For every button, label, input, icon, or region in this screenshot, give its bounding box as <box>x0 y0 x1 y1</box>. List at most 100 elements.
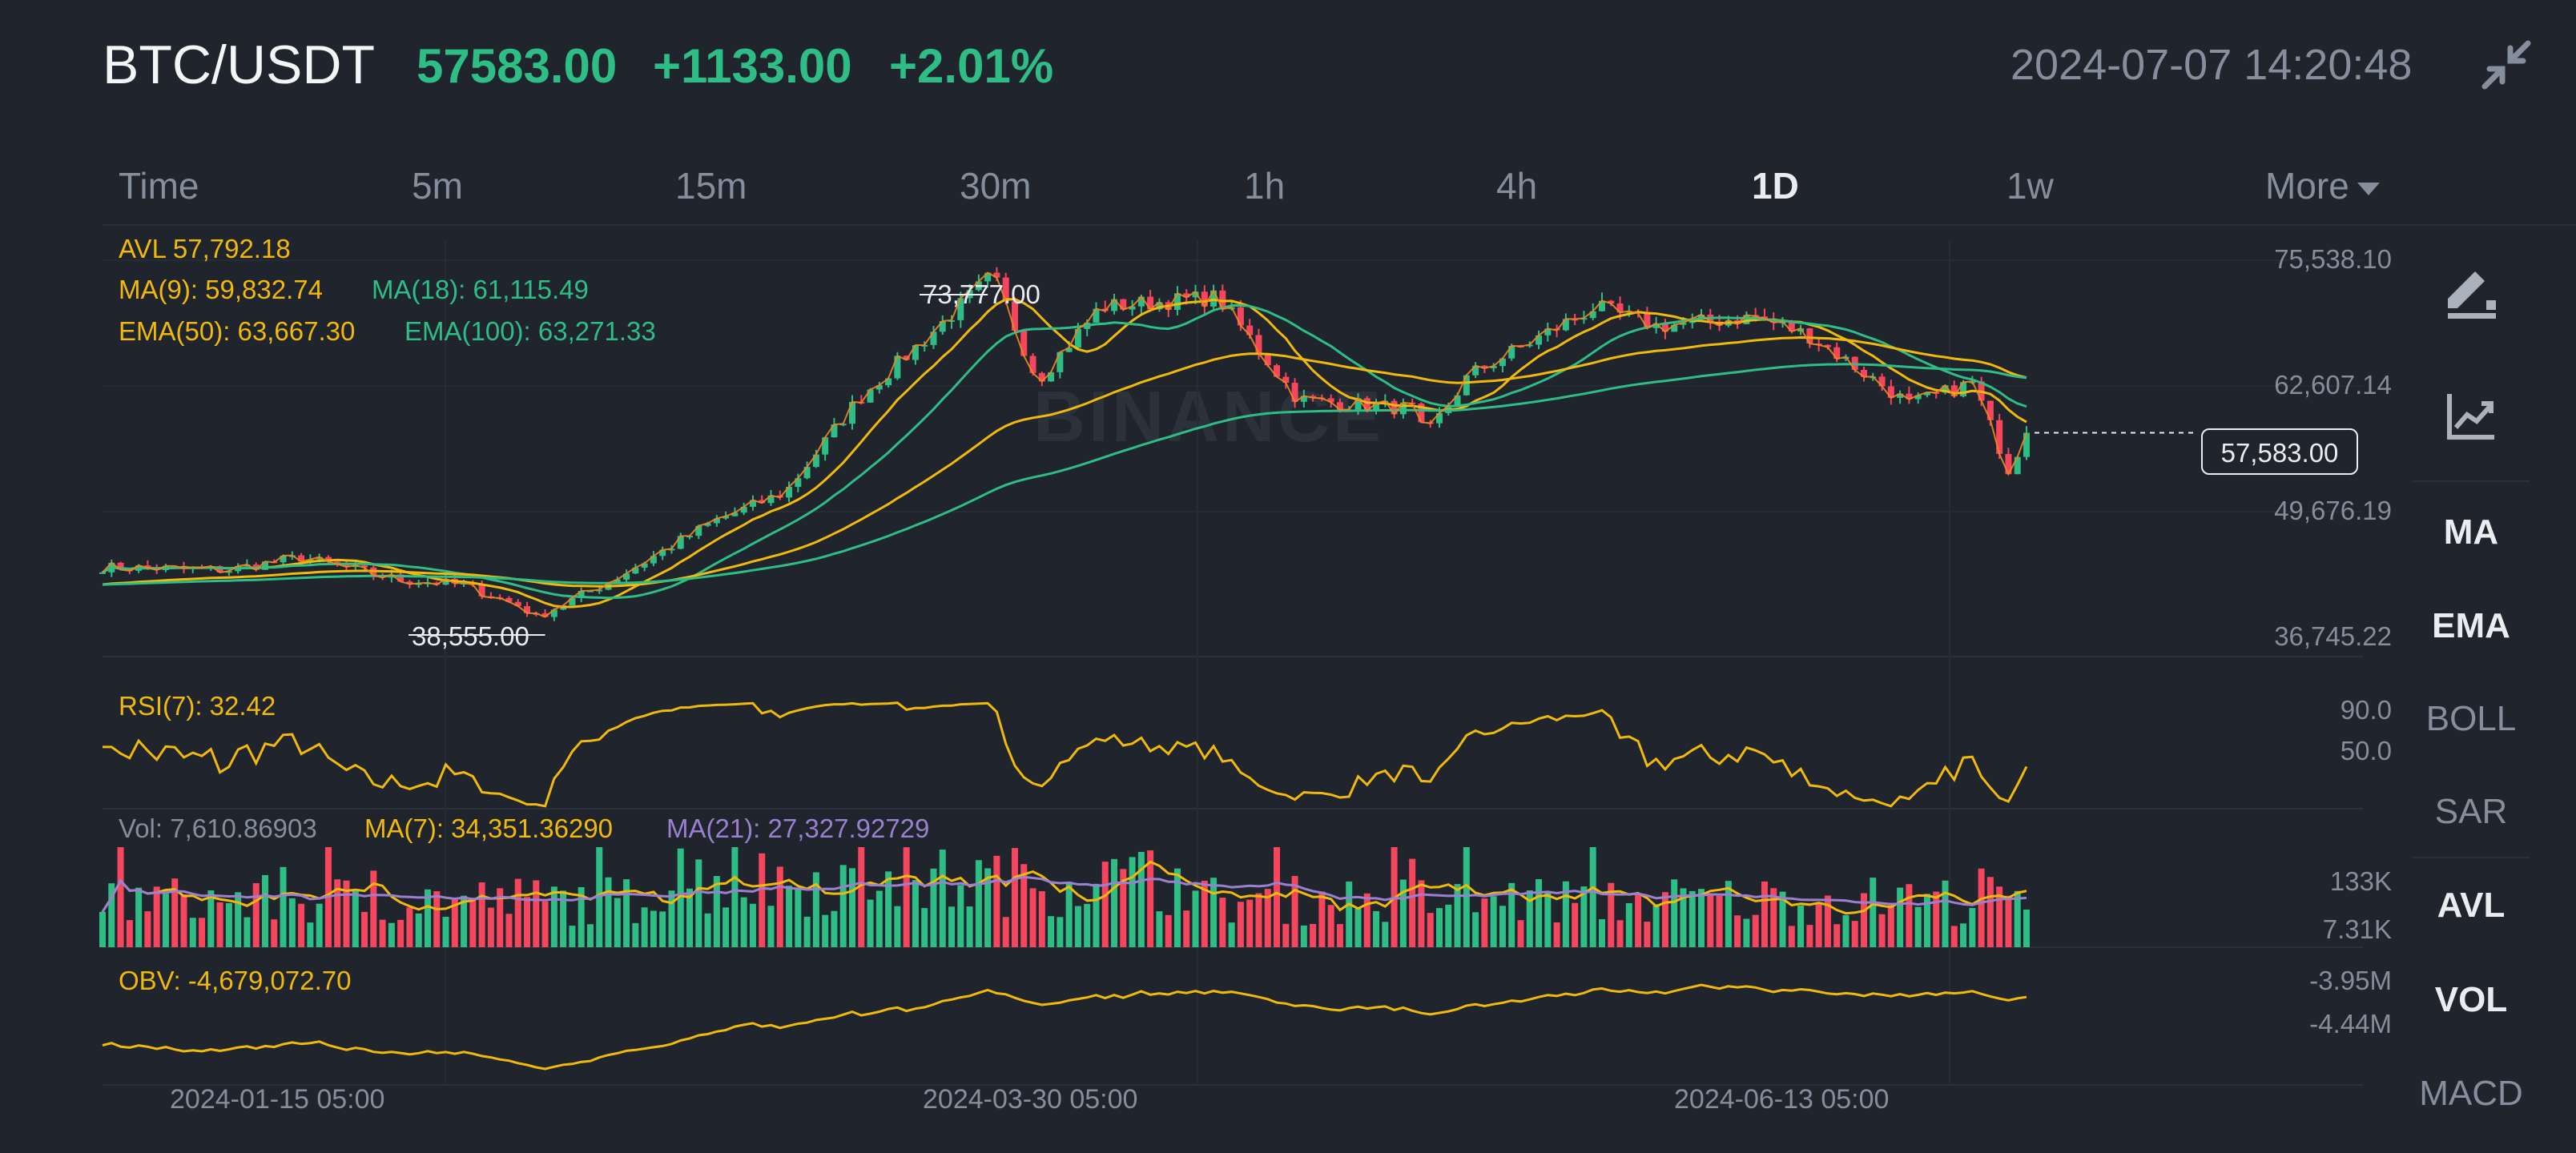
tab-1w[interactable]: 1w <box>2006 165 2054 207</box>
volume-bar <box>1580 886 1588 947</box>
volume-bar <box>1481 898 1488 947</box>
candle-body <box>524 605 531 613</box>
candle-body <box>1996 420 2003 454</box>
volume-bar <box>1978 868 1985 947</box>
volume-bar <box>1020 864 1028 947</box>
volume-bar <box>894 906 901 947</box>
toolbar-avl[interactable]: AVL <box>2437 886 2506 925</box>
volume-bar <box>1002 917 1009 947</box>
tab-15m[interactable]: 15m <box>675 165 747 207</box>
candle-body <box>1246 325 1254 335</box>
volume-bar <box>541 901 549 947</box>
candle-body <box>1219 290 1226 310</box>
pair-title[interactable]: BTC/USDT <box>103 34 375 95</box>
toolbar-boll[interactable]: BOLL <box>2425 699 2517 738</box>
candle-body <box>984 272 992 282</box>
candle-body <box>759 500 766 504</box>
volume-bar <box>1707 893 1714 947</box>
volume-bar <box>433 891 441 947</box>
volume-bar <box>1842 914 1849 947</box>
volume-bar <box>216 902 223 947</box>
tab-5m[interactable]: 5m <box>412 165 463 207</box>
candle-body <box>1887 386 1894 398</box>
volume-bar <box>1165 914 1172 947</box>
candle-body <box>1399 402 1407 415</box>
x-axis-date: 2024-06-13 05:00 <box>1674 1084 1890 1115</box>
volume-bar <box>921 908 928 947</box>
candle-body <box>632 567 639 574</box>
candle-body <box>1264 353 1271 366</box>
volume-bar <box>1336 924 1343 947</box>
volume-bar <box>569 926 576 947</box>
candle-body <box>1111 299 1118 311</box>
candle-body <box>894 356 901 379</box>
volume-bar <box>812 872 819 947</box>
volume-bar <box>361 911 368 947</box>
volume-bar <box>1038 891 1045 947</box>
collapse-fullscreen-icon[interactable] <box>2478 37 2534 93</box>
volume-bar <box>1418 880 1425 947</box>
candle-body <box>216 566 223 572</box>
draw-icon[interactable] <box>2440 260 2504 324</box>
volume-bar <box>650 910 657 947</box>
volume-bar <box>1661 892 1668 947</box>
candle-body <box>975 281 982 291</box>
candle-body <box>677 536 684 549</box>
volume-bar <box>2023 909 2030 947</box>
toolbar-divider <box>2413 857 2530 858</box>
volume-bar <box>1716 895 1723 947</box>
candle-body <box>1942 385 1949 393</box>
indicator-chart-icon[interactable] <box>2445 391 2498 444</box>
toolbar-ema[interactable]: EMA <box>2432 606 2510 645</box>
volume-bar <box>1644 922 1651 947</box>
volume-bar <box>1770 888 1777 947</box>
price-axis-label: 75,538.10 <box>2274 244 2392 274</box>
obv-axis-label: -3.95M <box>2309 966 2392 995</box>
candle-body <box>1391 400 1398 415</box>
volume-bar <box>749 903 756 947</box>
tab-time[interactable]: Time <box>119 165 199 207</box>
toolbar-macd[interactable]: MACD <box>2419 1074 2523 1113</box>
volume-bar <box>1598 918 1605 947</box>
volume-bar <box>1147 850 1154 947</box>
volume-bar <box>1688 890 1696 947</box>
last-price: 57583.00 <box>417 39 618 93</box>
high-annotation: 73,777.00 <box>923 279 1040 309</box>
volume-bar <box>759 853 766 947</box>
volume-bar <box>1445 904 1452 947</box>
volume-bar <box>668 890 675 947</box>
volume-bar <box>776 866 783 947</box>
toolbar-sar[interactable]: SAR <box>2434 792 2508 831</box>
volume-bar <box>614 898 621 947</box>
volume-bar <box>1093 883 1100 947</box>
volume-bar <box>189 918 196 947</box>
volume-bar <box>1435 908 1443 947</box>
grid-lines <box>103 240 2363 1086</box>
tab-1h[interactable]: 1h <box>1244 165 1286 207</box>
toolbar-ma[interactable]: MA <box>2443 512 2499 552</box>
candle-body <box>1237 307 1244 326</box>
tab-1d[interactable]: 1D <box>1752 165 1799 207</box>
volume-bar <box>1743 918 1750 947</box>
tabs-divider <box>103 224 2576 226</box>
candle-body <box>1120 299 1127 310</box>
volume-bar <box>1572 902 1579 947</box>
tab-30m[interactable]: 30m <box>960 165 1032 207</box>
candle-body <box>1562 319 1569 331</box>
candle-body <box>650 556 657 564</box>
toolbar-vol[interactable]: VOL <box>2434 980 2508 1019</box>
volume-bar <box>1137 851 1145 947</box>
price-axis-label: 62,607.14 <box>2274 370 2392 400</box>
candle-body <box>831 424 838 438</box>
volume-bar <box>1725 881 1732 947</box>
tab-more[interactable]: More <box>2265 164 2380 207</box>
tab-4h[interactable]: 4h <box>1496 165 1538 207</box>
volume-bar <box>722 907 730 947</box>
volume-bar <box>586 924 594 947</box>
candle-body <box>1878 376 1886 387</box>
volume-bar <box>162 894 169 947</box>
candle-body <box>867 389 874 403</box>
candle-body <box>1038 372 1045 382</box>
candle-body <box>461 582 468 585</box>
